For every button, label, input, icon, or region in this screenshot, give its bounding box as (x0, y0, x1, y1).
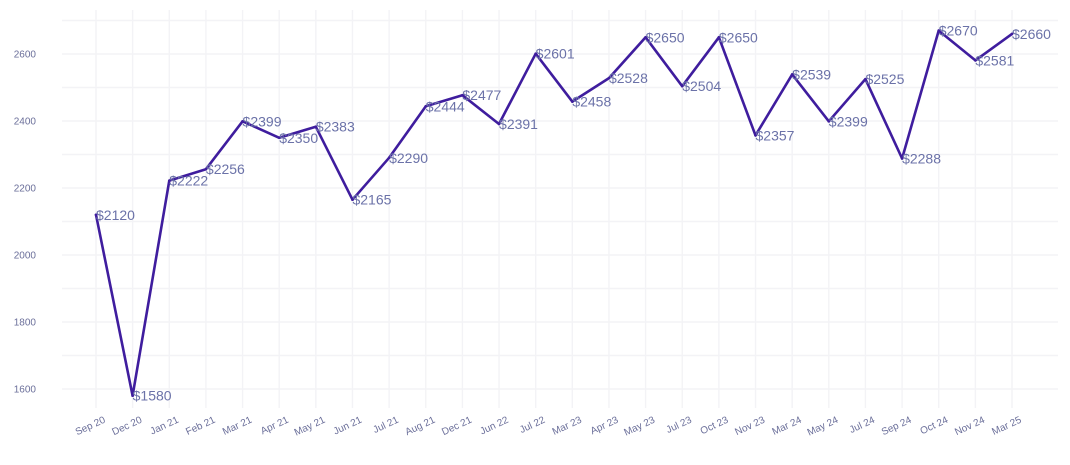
grid (62, 10, 1058, 408)
data-point (571, 100, 574, 103)
series (94, 29, 1014, 398)
data-point (827, 120, 831, 123)
data-point (424, 104, 428, 108)
data-point (1010, 32, 1014, 36)
data-label: $2581 (975, 52, 1014, 68)
data-point (644, 35, 647, 39)
x-tick-label: Jul 24 (848, 415, 877, 436)
data-label: $2660 (1012, 26, 1051, 42)
x-tick-label: May 24 (806, 415, 841, 439)
data-label: $2399 (243, 113, 282, 129)
data-label: $2256 (206, 161, 245, 177)
y-tick-label: 2200 (14, 184, 37, 195)
data-point (680, 84, 684, 88)
data-label: $2288 (902, 151, 941, 167)
data-point (204, 167, 208, 171)
data-label: $1580 (133, 388, 172, 404)
data-label: $2444 (426, 98, 465, 114)
x-tick-label: May 23 (622, 415, 657, 439)
data-label: $2350 (279, 130, 318, 146)
data-label: $2477 (462, 87, 501, 103)
data-label: $2525 (865, 71, 904, 87)
data-point (534, 52, 537, 55)
y-tick-label: 2400 (14, 117, 37, 128)
x-tick-label: Feb 21 (184, 415, 217, 438)
data-label: $2458 (572, 94, 611, 110)
data-label: $2650 (719, 29, 758, 45)
series-line (94, 29, 1014, 398)
x-tick-label: Nov 23 (733, 415, 767, 439)
data-label: $2383 (316, 119, 355, 135)
x-tick-label: Apr 21 (259, 415, 291, 438)
data-point (167, 179, 171, 182)
x-tick-label: Aug 21 (404, 415, 438, 439)
data-point (754, 134, 757, 137)
x-tick-label: Oct 23 (699, 415, 731, 438)
y-tick-label: 1800 (14, 318, 37, 329)
data-label: $2601 (536, 46, 575, 62)
x-tick-label: Sep 24 (880, 415, 914, 439)
data-point (717, 35, 721, 39)
x-tick-label: Nov 24 (953, 415, 987, 439)
x-tick-label: Dec 20 (111, 415, 145, 439)
data-point (937, 29, 941, 32)
data-point (314, 125, 318, 128)
y-axis-ticks: 1600 1800 2000 2200 2400 2600 (14, 50, 37, 396)
data-point (497, 122, 501, 126)
x-tick-label: Sep 20 (74, 415, 108, 439)
data-label: $2670 (939, 23, 978, 39)
data-point (387, 156, 391, 160)
data-label: $2539 (792, 66, 831, 82)
data-label: $2504 (682, 78, 721, 94)
data-label: $2399 (829, 113, 868, 129)
data-point (900, 157, 904, 160)
data-point (241, 120, 244, 123)
data-label: $2357 (756, 127, 795, 143)
x-axis-ticks: Sep 20 Dec 20 Jan 21 Feb 21 Mar 21 Apr 21 May … (74, 415, 1024, 439)
data-point (131, 394, 134, 398)
x-tick-label: Oct 24 (919, 415, 951, 438)
x-tick-label: Jan 21 (149, 415, 181, 438)
data-point (790, 73, 794, 76)
x-tick-label: Mar 23 (551, 415, 584, 438)
data-point (94, 213, 98, 217)
data-label: $2120 (96, 207, 135, 223)
data-label: $2290 (389, 150, 428, 166)
x-tick-label: Mar 25 (990, 415, 1023, 438)
y-tick-label: 2600 (14, 50, 37, 61)
data-point (351, 198, 354, 202)
x-tick-label: Jul 21 (372, 415, 401, 436)
data-label: $2165 (352, 192, 391, 208)
x-tick-label: Apr 23 (589, 415, 621, 438)
data-point (974, 59, 977, 62)
x-tick-label: Jul 22 (518, 415, 547, 436)
y-tick-label: 2000 (14, 251, 37, 262)
data-point (277, 136, 281, 140)
data-point (607, 76, 611, 80)
data-label: $2650 (646, 29, 685, 45)
data-label: $2528 (609, 70, 648, 86)
x-tick-label: May 21 (293, 415, 328, 439)
x-tick-label: Jun 22 (478, 415, 510, 438)
x-tick-label: Jun 21 (332, 415, 364, 438)
data-point (461, 93, 464, 97)
data-labels: $2120$1580$2222$2256$2399$2350$2383$2165… (96, 23, 1051, 404)
x-tick-label: Dec 21 (440, 415, 474, 439)
y-tick-label: 1600 (14, 385, 37, 396)
x-tick-label: Mar 21 (221, 415, 254, 438)
data-label: $2222 (169, 173, 208, 189)
x-tick-label: Mar 24 (771, 415, 804, 438)
data-label: $2391 (499, 116, 538, 132)
data-point (864, 77, 867, 81)
x-tick-label: Jul 23 (665, 415, 694, 436)
